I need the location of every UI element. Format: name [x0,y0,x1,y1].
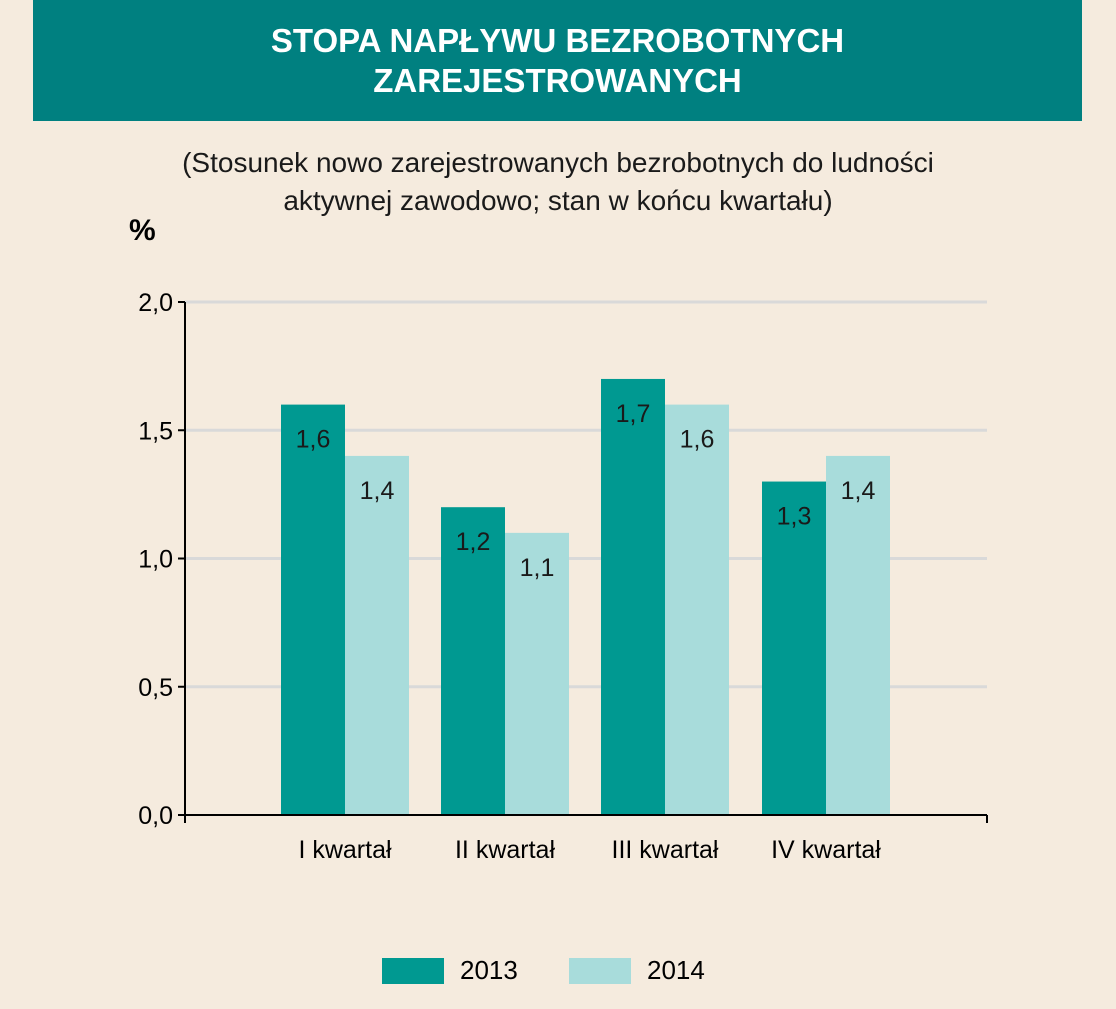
x-tick-label: IV kwartał [771,836,881,864]
data-label-2013-2: 1,2 [456,528,491,556]
y-tick-label: 2,0 [138,289,173,317]
bar-2014-3 [665,404,729,815]
bar-2014-4 [826,455,890,815]
y-axis-unit: % [129,214,156,247]
legend-label-2014: 2014 [647,955,705,985]
y-tick-label: 1,0 [138,546,173,574]
data-label-2014-3: 1,6 [680,426,715,454]
y-tick-label: 1,5 [138,417,173,445]
x-tick-label: II kwartał [455,836,555,864]
bar-2014-1 [345,455,409,815]
x-tick-label: I kwartał [298,836,392,864]
bar-2014-2 [505,532,569,815]
legend-swatch-2014 [569,957,631,984]
x-tick-label: III kwartał [612,836,719,864]
data-label-2013-4: 1,3 [777,503,812,531]
bar-2013-2 [441,507,505,815]
data-label-2013-1: 1,6 [296,426,331,454]
y-tick-label: 0,0 [138,802,173,830]
legend-item-2013: 2013 [382,955,518,986]
chart-header: STOPA NAPŁYWU BEZROBOTNYCH ZAREJESTROWAN… [33,0,1082,121]
chart-title: STOPA NAPŁYWU BEZROBOTNYCH ZAREJESTROWAN… [270,21,845,99]
legend-label-2013: 2013 [460,955,518,985]
data-label-2014-4: 1,4 [841,477,876,505]
bar-2013-4 [762,481,826,815]
legend-item-2014: 2014 [569,955,705,986]
data-label-2014-2: 1,1 [520,554,555,582]
data-label-2014-1: 1,4 [360,477,395,505]
y-tick-label: 0,5 [138,674,173,702]
legend-swatch-2013 [382,957,444,984]
bar-2013-3 [601,378,665,815]
bar-2013-1 [281,404,345,815]
data-label-2013-3: 1,7 [616,400,651,428]
chart-subtitle: (Stosunek nowo zarejestrowanych bezrobot… [182,147,934,216]
